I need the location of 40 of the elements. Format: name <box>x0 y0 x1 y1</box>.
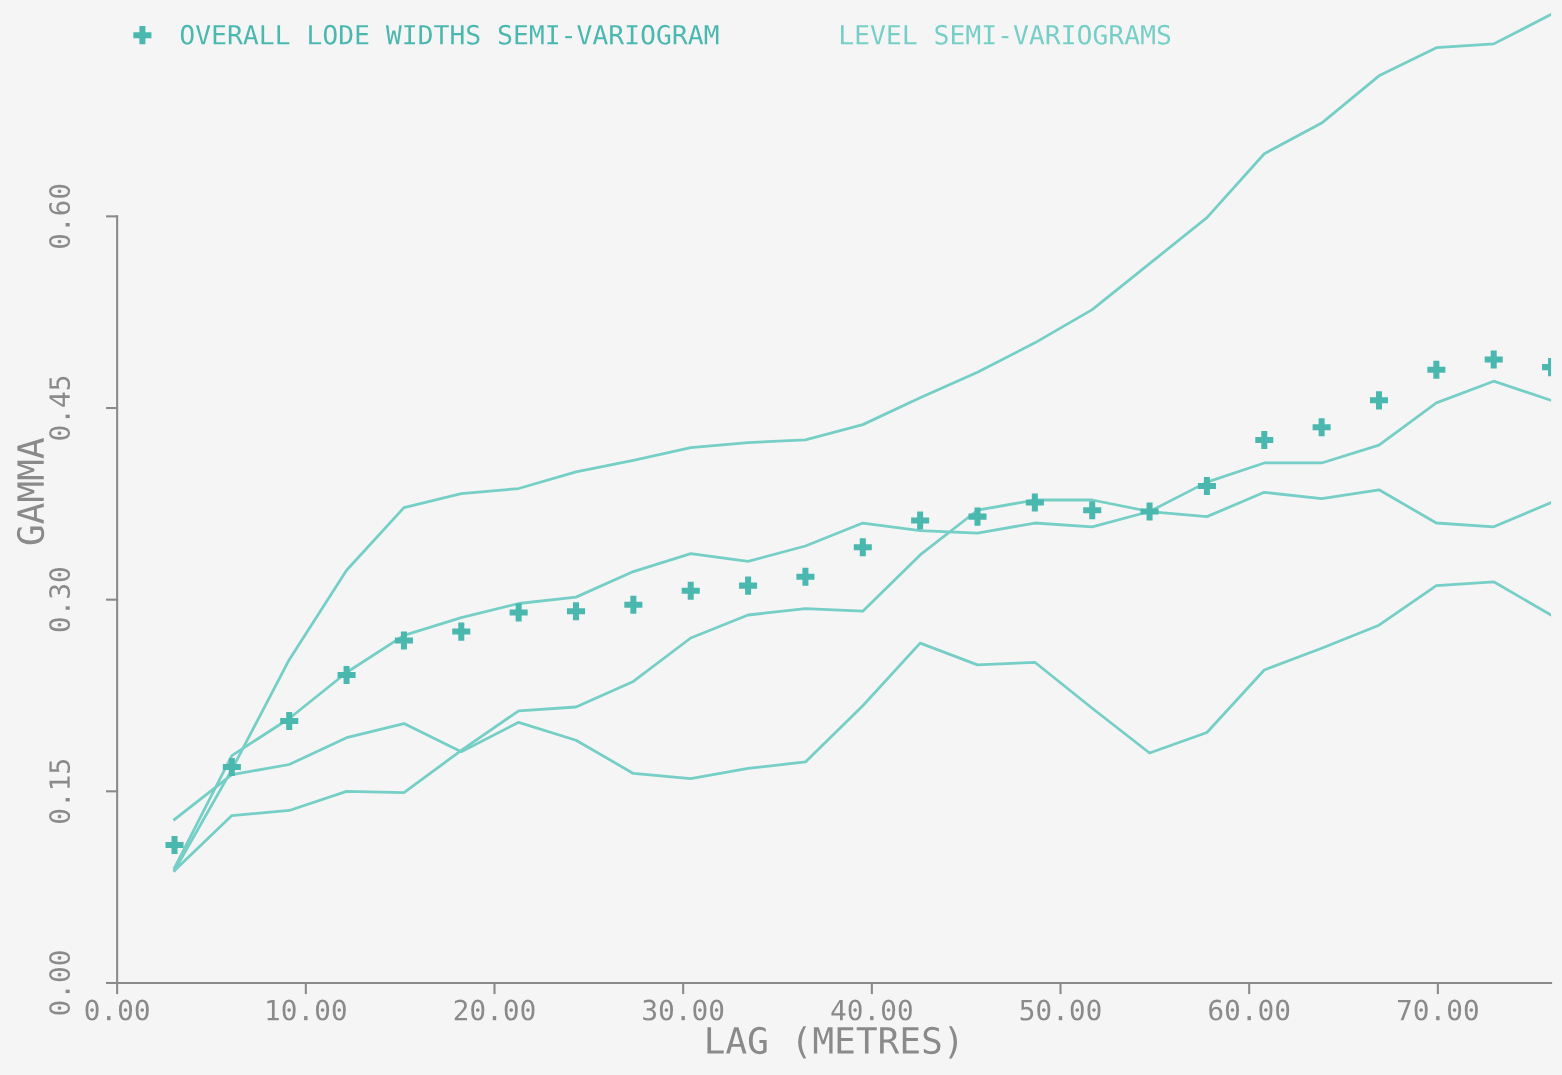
point <box>1255 430 1274 449</box>
x-tick-label: 0.00 <box>85 999 149 1021</box>
x-axis-title: LAG (METRES) <box>707 1026 958 1059</box>
point <box>566 602 586 621</box>
point <box>1427 360 1446 379</box>
text: LEVEL SEMI-VARIOGRAMS <box>841 24 1171 45</box>
x-tick-label: 70.00 <box>1397 999 1478 1021</box>
point <box>739 576 758 595</box>
x-tick-label: 20.00 <box>454 999 535 1021</box>
point <box>681 581 700 600</box>
point <box>1312 418 1331 437</box>
x-tick-label: 50.00 <box>1020 999 1101 1021</box>
point <box>280 712 299 731</box>
x-tick-label: 10.00 <box>267 999 346 1021</box>
y-axis-title: GAMMA <box>16 438 45 545</box>
point <box>509 603 528 622</box>
x-tick-label: 60.00 <box>1209 999 1290 1021</box>
point <box>968 507 987 526</box>
point <box>1369 391 1389 410</box>
y-tick-label: 0.30 <box>49 568 71 632</box>
point <box>222 758 241 777</box>
point <box>1025 493 1044 512</box>
point <box>911 511 930 530</box>
point <box>1140 502 1159 521</box>
point <box>165 835 184 855</box>
y-tick-label: 0.60 <box>49 184 71 248</box>
point <box>452 622 471 641</box>
point <box>796 567 815 586</box>
y-tick-label: 0.45 <box>49 376 71 440</box>
point <box>1197 476 1216 495</box>
point <box>624 595 643 614</box>
point <box>394 631 413 650</box>
legend-label: OVERALL LODE WIDTHS SEMI-VARIOGRAM <box>180 24 719 45</box>
x-tick-label: 40.00 <box>831 999 912 1021</box>
point <box>1083 501 1102 520</box>
point <box>337 666 356 685</box>
x-tick-label: 30.00 <box>643 999 724 1021</box>
point <box>853 538 872 557</box>
y-tick-label: 0.15 <box>49 760 71 823</box>
point <box>1484 350 1503 369</box>
